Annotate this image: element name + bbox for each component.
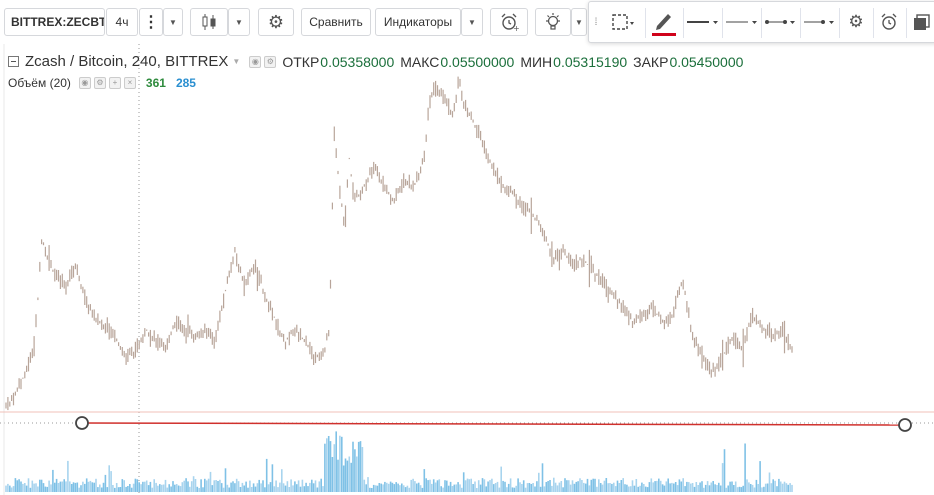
line-width-button[interactable] [725, 6, 759, 38]
ideas-dropdown-button[interactable]: ▼ [571, 8, 587, 36]
drawing-toolbar: ⁞⁞ [588, 1, 934, 43]
thin-line-icon [726, 21, 757, 24]
open-value: 0.05358000 [320, 53, 395, 70]
volume-value-2: 285 [175, 76, 196, 90]
series-legend: Zcash / Bitcoin, 240, BITTREX ▼ ◉ ⚙ ОТКР… [8, 53, 743, 70]
chevron-down-icon[interactable]: ▼ [232, 57, 241, 66]
svg-text:+: + [513, 24, 519, 32]
chart-type-button[interactable] [190, 8, 228, 36]
line-end-button[interactable] [764, 6, 798, 38]
gear-icon: ⚙ [848, 12, 864, 31]
chevron-down-icon: ▼ [468, 17, 476, 27]
price-chart[interactable] [0, 44, 934, 495]
vertical-dots-icon: ⋮ [143, 14, 159, 31]
selection-area-icon [612, 14, 634, 30]
chart-settings-button[interactable]: ⚙ [258, 8, 294, 36]
gear-icon: ⚙ [267, 11, 285, 32]
open-label: ОТКР [282, 53, 320, 70]
pencil-tool-button[interactable] [649, 6, 679, 38]
series-title[interactable]: Zcash / Bitcoin, 240, BITTREX [25, 53, 229, 70]
close-value: 0.05450000 [669, 53, 744, 70]
eye-icon[interactable]: ◉ [249, 55, 262, 68]
line-arrow-icon [804, 20, 834, 24]
interval-button[interactable]: 4ч [106, 8, 138, 36]
high-label: МАКС [400, 53, 440, 70]
pencil-icon [652, 14, 676, 36]
interval-dropdown-button[interactable]: ▼ [163, 8, 183, 36]
candlestick-icon [202, 14, 216, 30]
volume-label[interactable]: Объём (20) [8, 76, 71, 90]
add-icon[interactable]: + [108, 77, 121, 89]
close-label: ЗАКР [633, 53, 669, 70]
drag-grip-icon[interactable]: ⁞⁞ [594, 16, 598, 28]
layers-icon [914, 14, 930, 30]
lightbulb-icon [546, 13, 560, 30]
volume-legend: Объём (20) ◉ ⚙ + × 361 285 [8, 76, 196, 90]
low-label: МИН [520, 53, 553, 70]
ideas-button[interactable] [535, 8, 571, 36]
chevron-down-icon: ▼ [169, 17, 177, 27]
close-icon[interactable]: × [123, 77, 136, 89]
drawing-settings-button[interactable]: ⚙ [843, 6, 869, 38]
low-value: 0.05315190 [553, 53, 628, 70]
trendline-handle-start[interactable] [75, 416, 89, 430]
collapse-legend-icon[interactable] [8, 56, 19, 67]
chevron-down-icon: ▼ [575, 17, 583, 27]
line-arrow-button[interactable] [803, 6, 837, 38]
settings-small-icon[interactable]: ⚙ [264, 55, 277, 68]
indicators-button[interactable]: Индикаторы [375, 8, 461, 36]
trendline-handle-end[interactable] [898, 418, 912, 432]
alert-button[interactable]: + [490, 8, 528, 36]
line-end-icon [765, 20, 795, 24]
chart-area[interactable]: Zcash / Bitcoin, 240, BITTREX ▼ ◉ ⚙ ОТКР… [0, 44, 934, 495]
alarm-clock-icon [881, 13, 897, 30]
chevron-down-icon: ▼ [235, 17, 243, 27]
selection-area-button[interactable] [605, 6, 641, 38]
more-options-button[interactable]: ⋮ [139, 8, 163, 36]
alarm-clock-icon: + [501, 13, 519, 32]
chart-type-dropdown-button[interactable]: ▼ [228, 8, 250, 36]
line-style-button[interactable] [686, 6, 720, 38]
settings-small-icon[interactable]: ⚙ [93, 77, 106, 89]
volume-value-1: 361 [145, 76, 166, 90]
eye-icon[interactable]: ◉ [78, 77, 91, 89]
trendline [81, 422, 906, 426]
drawing-alert-button[interactable] [876, 6, 902, 38]
symbol-search-button[interactable]: BITTREX:ZECBTC [4, 8, 105, 36]
line-style-icon [687, 21, 718, 24]
compare-button[interactable]: Сравнить [301, 8, 371, 36]
layers-button[interactable] [911, 6, 933, 38]
indicators-dropdown-button[interactable]: ▼ [461, 8, 483, 36]
high-value: 0.05500000 [440, 53, 515, 70]
